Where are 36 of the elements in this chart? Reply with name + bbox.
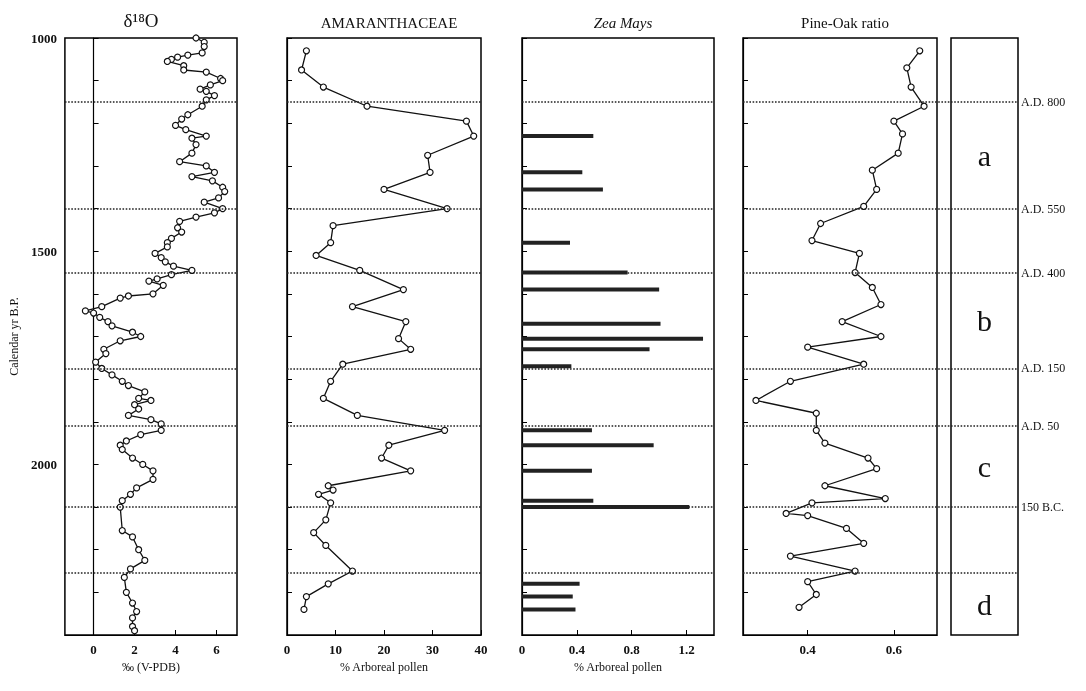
ref-line-label: 150 B.C.: [1021, 500, 1065, 515]
chart-title: AMARANTHACEAE: [320, 14, 458, 31]
x-tick-label: 0.6: [885, 642, 903, 657]
y-tick-label: 1000: [30, 30, 57, 46]
chart-title: Pine-Oak ratio: [801, 14, 889, 31]
ref-line-label: A.D. 800: [1021, 94, 1066, 109]
x-tick-label: 0: [90, 642, 97, 657]
x-tick-label: 1.2: [678, 642, 695, 657]
x-tick-label: 10: [329, 642, 342, 657]
x-tick-label: 6: [213, 642, 221, 657]
chart-title: Zea Mays: [593, 14, 653, 31]
x-tick-label: 30: [426, 642, 439, 657]
text: c: [977, 450, 992, 484]
x-tick-label: 0.8: [623, 642, 641, 657]
x-tick-label: 0: [518, 642, 526, 657]
x-tick-label: 0.4: [799, 642, 817, 657]
ref-line-label: A.D. 150: [1021, 361, 1066, 376]
y-axis-title: Calendar yr B.P.: [7, 297, 21, 376]
x-axis-title: % Arboreal pollen: [340, 660, 428, 674]
x-axis-title: % Arboreal pollen: [574, 660, 662, 674]
x-axis-title: ‰ (V-PDB): [122, 660, 180, 674]
x-tick-label: 0.4: [568, 642, 586, 657]
ref-line-label: A.D. 400: [1021, 265, 1066, 280]
x-tick-label: 40: [474, 642, 488, 657]
y-tick-label: 1500: [30, 243, 57, 259]
x-tick-label: 0: [283, 642, 291, 657]
text: a: [977, 138, 992, 172]
text: b: [977, 304, 992, 338]
ref-line-label: A.D. 50: [1021, 419, 1060, 434]
x-tick-label: 20: [377, 642, 391, 657]
x-tick-label: 4: [172, 642, 180, 657]
y-tick-label: 2000: [30, 456, 57, 472]
text: d: [977, 587, 992, 621]
ref-line-label: A.D. 550: [1021, 201, 1066, 216]
x-tick-label: 2: [131, 642, 138, 657]
chart-title: δ¹⁸O: [123, 10, 159, 31]
